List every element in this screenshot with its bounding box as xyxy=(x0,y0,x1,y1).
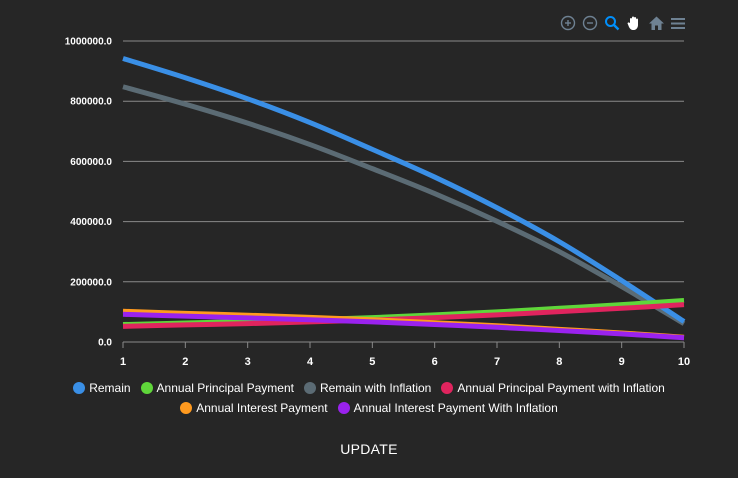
y-tick-label: 1000000.0 xyxy=(65,37,113,48)
chart-toolbar xyxy=(558,13,688,33)
x-tick-label: 8 xyxy=(556,356,562,368)
x-tick-label: 5 xyxy=(369,356,375,368)
x-tick-label: 1 xyxy=(120,356,126,368)
chart-legend: Remain Annual Principal Payment Remain wit… xyxy=(0,378,738,418)
legend-item[interactable]: Remain with Inflation xyxy=(303,381,432,395)
legend-item[interactable]: Annual Principal Payment xyxy=(140,381,294,395)
legend-marker-icon xyxy=(337,402,350,414)
legend-label: Remain xyxy=(89,381,131,395)
legend-row: Annual Interest Payment Annual Interest P… xyxy=(0,398,738,418)
reset-home-icon[interactable] xyxy=(646,13,666,33)
legend-label: Annual Interest Payment With Inflation xyxy=(353,401,558,415)
update-button[interactable]: UPDATE xyxy=(340,441,398,457)
series-line-remain-with-inflation[interactable] xyxy=(122,84,686,326)
pan-hand-icon[interactable] xyxy=(624,13,644,33)
zoom-in-icon[interactable] xyxy=(558,13,578,33)
x-tick-label: 9 xyxy=(619,356,625,368)
series-line-annual-interest-payment-with-inflation[interactable] xyxy=(122,311,685,341)
legend-row: Remain Annual Principal Payment Remain wit… xyxy=(0,378,738,398)
legend-item[interactable]: Annual Interest Payment xyxy=(180,401,328,415)
y-tick-label: 600000.0 xyxy=(70,157,112,168)
legend-label: Remain with Inflation xyxy=(319,381,432,395)
x-tick-label: 6 xyxy=(432,356,438,368)
legend-item[interactable]: Annual Interest Payment With Inflation xyxy=(337,401,558,415)
zoom-selection-icon[interactable] xyxy=(602,13,622,33)
menu-icon[interactable] xyxy=(668,13,688,33)
legend-marker-icon xyxy=(441,382,454,394)
legend-item[interactable]: Remain xyxy=(73,381,131,395)
legend-label: Annual Interest Payment xyxy=(196,401,328,415)
x-tick-label: 7 xyxy=(494,356,500,368)
y-tick-label: 400000.0 xyxy=(70,217,112,228)
x-tick-label: 3 xyxy=(245,356,251,368)
series-line-remain[interactable] xyxy=(122,56,686,324)
legend-label: Annual Principal Payment with Inflation xyxy=(457,381,665,395)
y-tick-label: 0.0 xyxy=(98,338,112,349)
legend-marker-icon xyxy=(73,382,86,394)
legend-marker-icon xyxy=(180,402,193,414)
chart-plot-area[interactable]: 0.0 200000.0 400000.0 600000.0 800000.0 10000… xyxy=(0,0,738,378)
x-tick-label: 4 xyxy=(307,356,314,368)
x-tick-label: 2 xyxy=(182,356,188,368)
y-tick-label: 800000.0 xyxy=(70,97,112,108)
legend-label: Annual Principal Payment xyxy=(156,381,294,395)
legend-item[interactable]: Annual Principal Payment with Inflation xyxy=(441,381,665,395)
zoom-out-icon[interactable] xyxy=(580,13,600,33)
y-tick-label: 200000.0 xyxy=(70,277,112,288)
legend-marker-icon xyxy=(140,382,153,394)
legend-marker-icon xyxy=(303,382,316,394)
x-tick-label: 10 xyxy=(678,356,690,368)
